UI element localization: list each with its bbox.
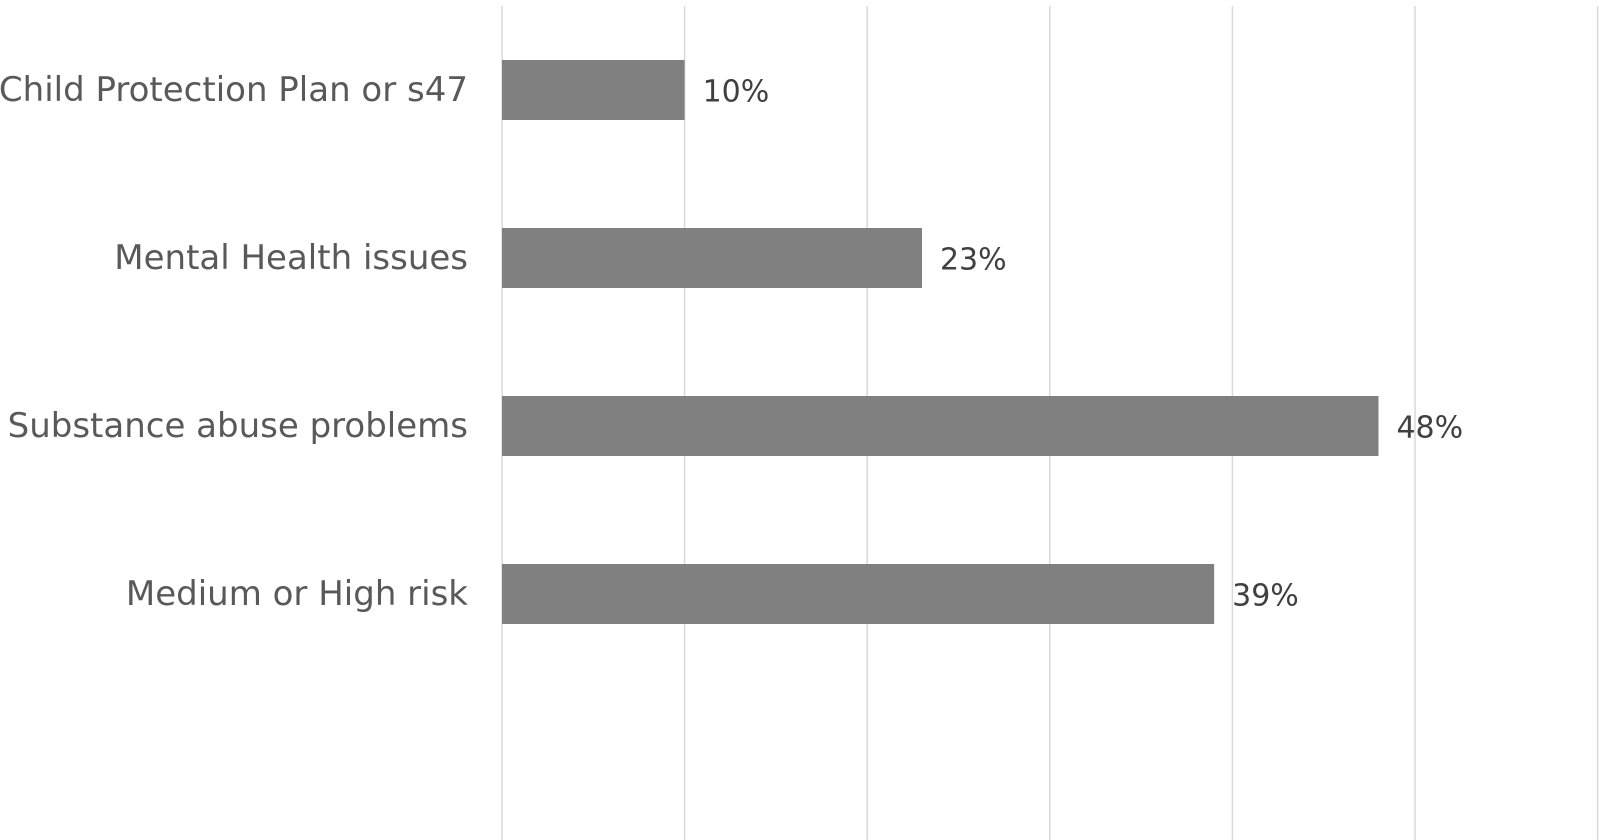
category-label-3: Substance abuse problems [8, 406, 468, 446]
data-label-4: 39% [1232, 579, 1299, 614]
category-label-2: Mental Health issues [114, 238, 468, 278]
bar-2 [502, 228, 922, 288]
data-label-1: 10% [703, 75, 770, 110]
category-label-4: Medium or High risk [126, 574, 468, 614]
bars [502, 60, 1379, 624]
data-labels: 10% 23% 48% 39% [703, 75, 1464, 614]
bar-1 [502, 60, 685, 120]
data-label-2: 23% [940, 243, 1007, 278]
bar-3 [502, 396, 1379, 456]
category-label-1: Child Protection Plan or s47 [0, 70, 468, 110]
data-label-3: 48% [1396, 411, 1463, 446]
category-labels: Child Protection Plan or s47 Mental Healt… [0, 70, 468, 614]
bar-4 [502, 564, 1215, 624]
